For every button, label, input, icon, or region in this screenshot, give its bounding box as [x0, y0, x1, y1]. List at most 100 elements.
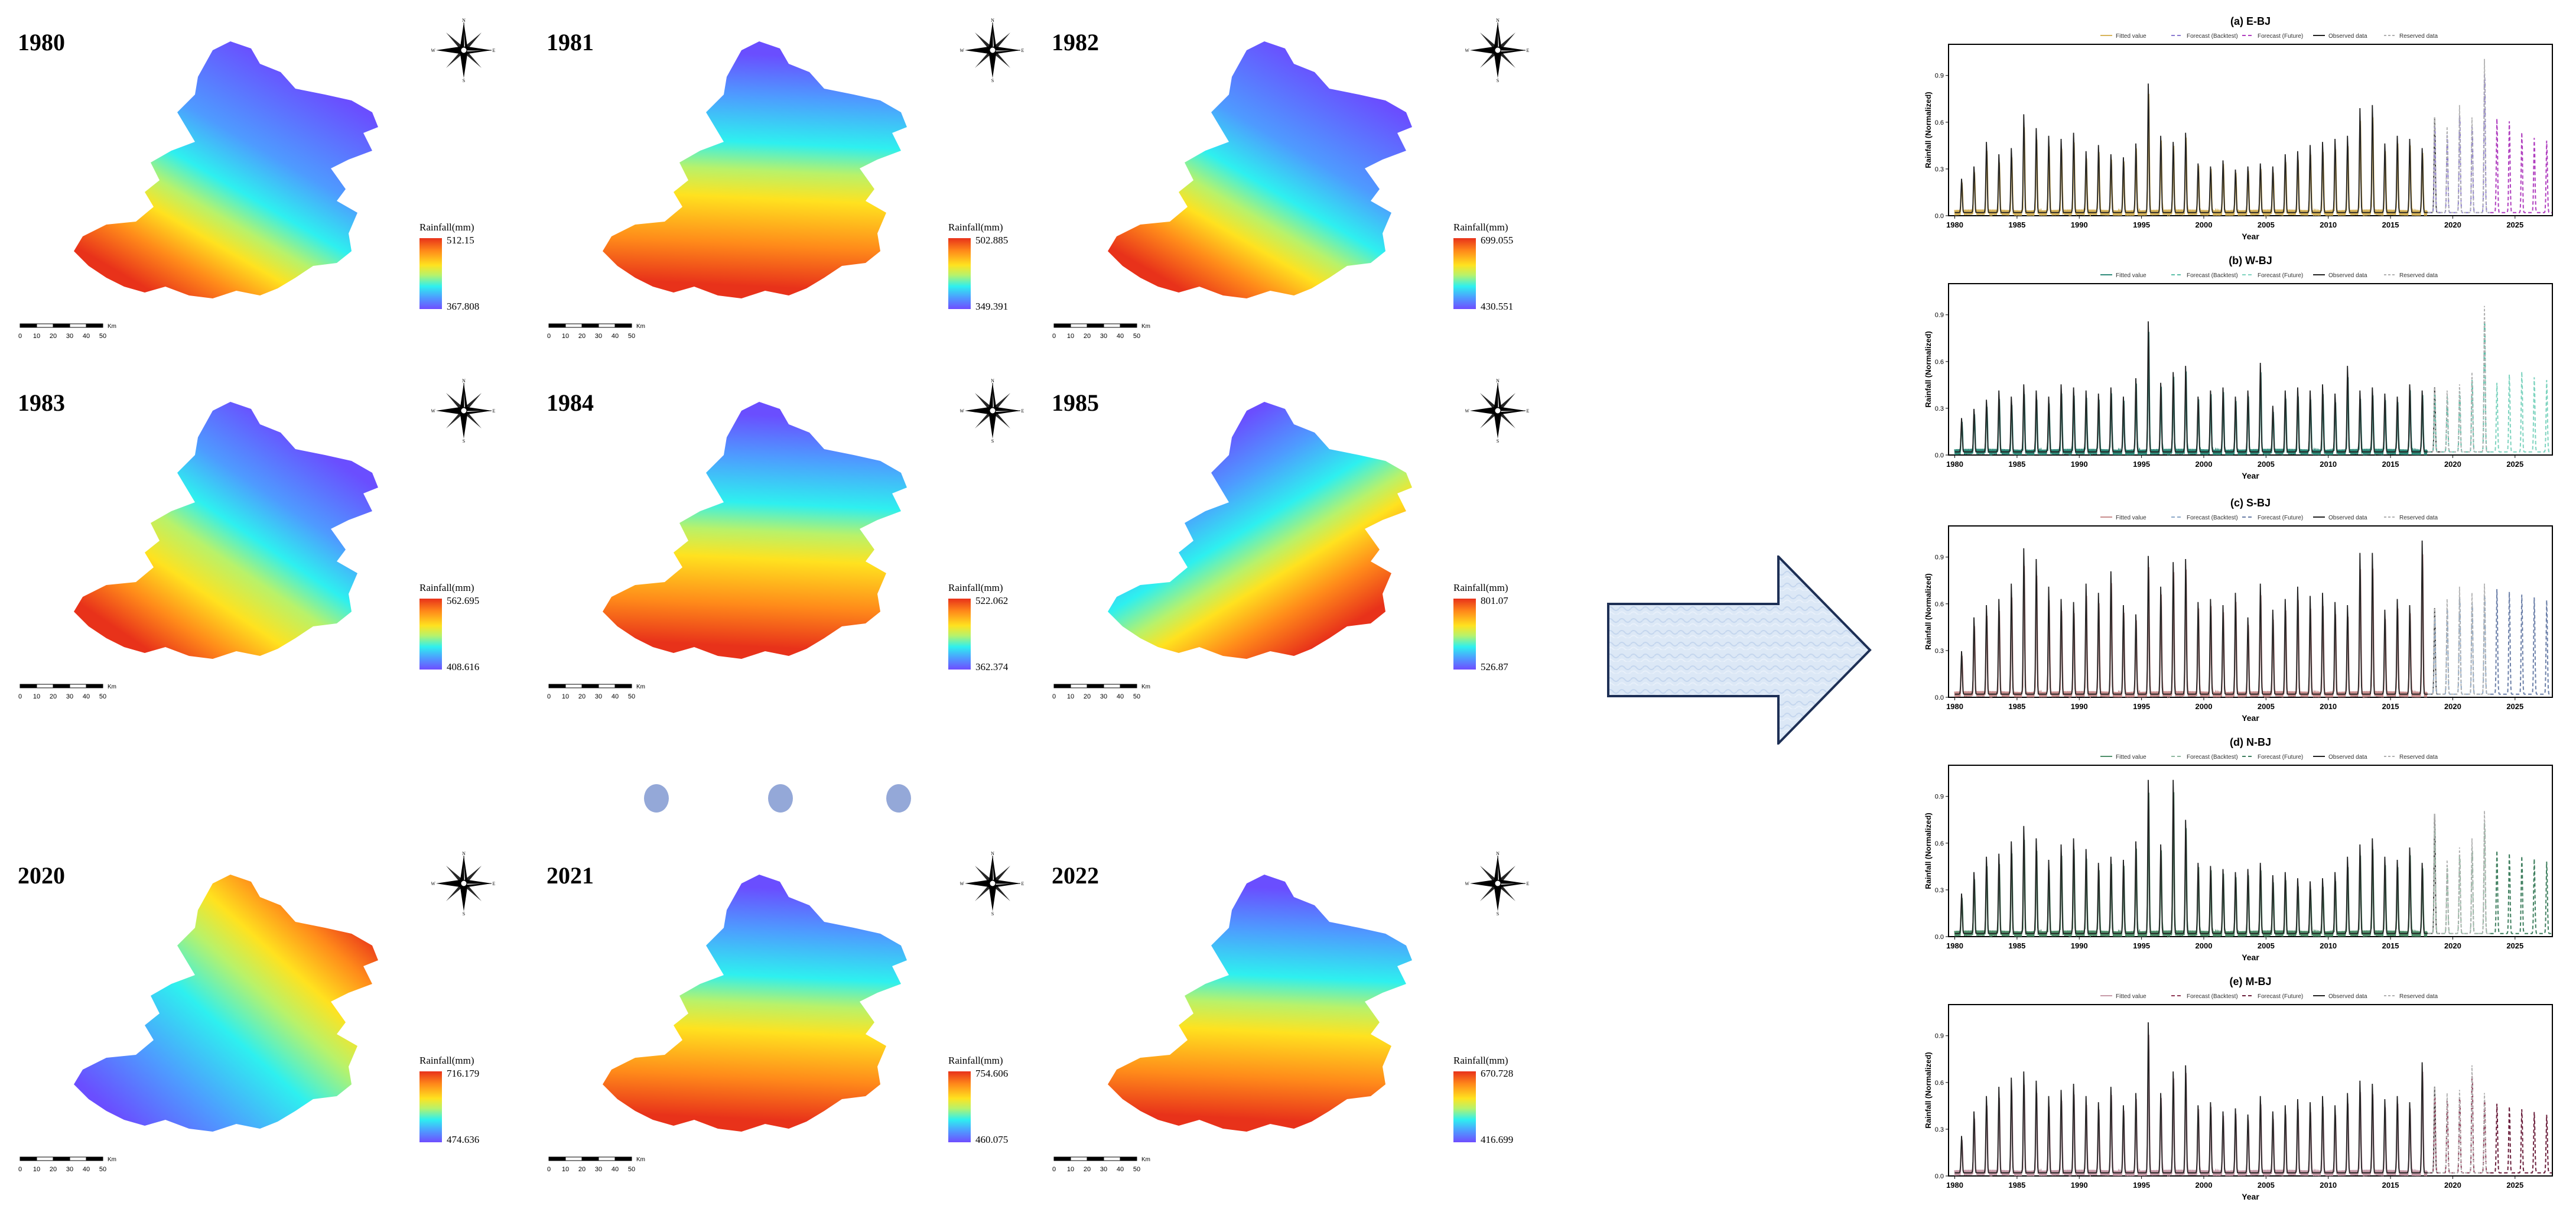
series-observed-data — [1954, 540, 2440, 695]
y-tick-label: 0.6 — [1935, 601, 1944, 608]
legend-min-value: 474.636 — [447, 1134, 480, 1145]
series-fitted-value — [1954, 792, 2428, 938]
series-observed-data — [1954, 321, 2440, 453]
scale-unit: Km — [636, 323, 645, 330]
legend-max-value: 699.055 — [1481, 235, 1514, 246]
scale-tick-label: 0 — [547, 693, 551, 700]
legend-item-label: Reserved data — [2399, 754, 2438, 761]
legend-item-label: Fitted value — [2116, 33, 2146, 40]
scale-tick-label: 10 — [562, 693, 569, 700]
map-panel-2021: 2021 N S W E Rainfall(mm) 754.606 460.075 0 10 20 3… — [547, 851, 1049, 1182]
series-forecast-future — [2490, 118, 2552, 213]
colorbar-legend: Rainfall(mm) 562.695 408.616 — [419, 582, 490, 677]
scale-tick-label: 50 — [628, 333, 635, 340]
scale-tick-label: 10 — [562, 1166, 569, 1173]
scale-tick-label: 40 — [612, 333, 619, 340]
x-tick-label: 2015 — [2382, 220, 2399, 229]
scale-tick-label: 10 — [33, 693, 40, 700]
compass-letter: W — [960, 881, 964, 886]
y-tick-label: 0.0 — [1935, 934, 1944, 941]
compass-letter: S — [991, 78, 994, 83]
y-axis-label: Rainfall (Normalized) — [1924, 813, 1933, 889]
map-svg — [74, 41, 378, 298]
series-forecast-future — [2490, 589, 2552, 695]
series-reserved-data — [2428, 59, 2490, 213]
legend-colorbar — [1453, 599, 1476, 670]
y-tick-label: 0.0 — [1935, 1173, 1944, 1180]
legend-item-label: Observed data — [2328, 33, 2367, 40]
x-tick-label: 2005 — [2258, 460, 2275, 469]
compass-rose-icon: N S W E — [431, 851, 496, 916]
chart-m-bj: (e) M-BJ Fitted value Forecast (Backtest) F… — [1920, 972, 2558, 1205]
compass-letter: S — [1497, 78, 1499, 83]
year-label: 1984 — [547, 389, 594, 416]
compass-letter: S — [463, 438, 465, 443]
scale-unit: Km — [108, 1156, 116, 1163]
x-tick-label: 2010 — [2320, 460, 2337, 469]
compass-letter: S — [463, 78, 465, 83]
x-tick-label: 2020 — [2444, 460, 2461, 469]
legend-colorbar — [419, 599, 442, 670]
compass-letter: E — [1527, 881, 1530, 886]
compass-letter: S — [991, 911, 994, 916]
map-panel-1980: 1980 N S W E Rainfall(mm) 512.15 367.808 0 10 20 30… — [18, 18, 520, 349]
chart-e-bj: (a) E-BJ Fitted value Forecast (Backtest) F… — [1920, 12, 2558, 245]
x-tick-label: 2020 — [2444, 220, 2461, 229]
x-tick-label: 1990 — [2071, 941, 2088, 950]
y-tick-label: 0.6 — [1935, 1080, 1944, 1087]
y-tick-label: 0.0 — [1935, 213, 1944, 220]
scale-unit: Km — [108, 684, 116, 690]
scale-tick-label: 50 — [99, 1166, 106, 1173]
year-label: 2022 — [1052, 862, 1099, 889]
compass-letter: S — [991, 438, 994, 443]
chart-svg: (d) N-BJ Fitted value Forecast (Backtest) F… — [1924, 736, 2553, 962]
scale-unit: Km — [636, 684, 645, 690]
x-tick-label: 1990 — [2071, 460, 2088, 469]
ellipsis-dot — [644, 784, 669, 813]
compass-letter: E — [1022, 408, 1024, 414]
plot-frame — [1948, 283, 2553, 456]
colorbar-legend: Rainfall(mm) 670.728 416.699 — [1453, 1055, 1524, 1149]
y-tick-label: 0.0 — [1935, 694, 1944, 701]
y-axis-label: Rainfall (Normalized) — [1924, 331, 1933, 407]
x-tick-label: 1995 — [2133, 220, 2150, 229]
series-observed-data — [1954, 1022, 2440, 1174]
x-tick-label: 1985 — [2008, 460, 2025, 469]
y-tick-label: 0.3 — [1935, 166, 1944, 173]
scale-tick-label: 30 — [1100, 333, 1107, 340]
compass-rose-icon: N S W E — [1465, 378, 1530, 443]
scale-tick-label: 30 — [595, 693, 602, 700]
legend-min-value: 408.616 — [447, 661, 480, 672]
beijing-region-shape — [603, 402, 907, 659]
legend-title: Rainfall(mm) — [948, 222, 1003, 233]
scale-tick-label: 50 — [628, 693, 635, 700]
legend-title: Rainfall(mm) — [419, 1055, 474, 1066]
scale-tick-label: 10 — [1067, 333, 1074, 340]
chart-w-bj: (b) W-BJ Fitted value Forecast (Backtest) F… — [1920, 251, 2558, 485]
scale-tick-label: 40 — [612, 1166, 619, 1173]
compass-letter: E — [1022, 881, 1024, 886]
compass-letter: S — [1497, 911, 1499, 916]
legend-item-label: Forecast (Backtest) — [2187, 272, 2238, 279]
compass-letter: W — [1465, 408, 1469, 414]
map-panel-1981: 1981 N S W E Rainfall(mm) 502.885 349.391 0 10 20 3… — [547, 18, 1049, 349]
x-axis-label: Year — [2242, 1192, 2259, 1201]
legend-item-label: Observed data — [2328, 754, 2367, 761]
scale-unit: Km — [1141, 1156, 1150, 1163]
scale-tick-label: 10 — [33, 333, 40, 340]
x-tick-label: 1990 — [2071, 702, 2088, 711]
y-tick-label: 0.3 — [1935, 1126, 1944, 1133]
legend-item-label: Forecast (Future) — [2258, 993, 2303, 1000]
y-tick-label: 0.6 — [1935, 119, 1944, 126]
scale-tick-label: 50 — [99, 693, 106, 700]
x-axis-label: Year — [2242, 713, 2259, 723]
x-tick-label: 1980 — [1946, 460, 1963, 469]
map-svg — [1108, 41, 1412, 298]
x-tick-label: 2010 — [2320, 220, 2337, 229]
scale-tick-label: 50 — [1133, 693, 1140, 700]
beijing-region-shape — [74, 875, 378, 1132]
legend-item-label: Forecast (Backtest) — [2187, 33, 2238, 40]
map-svg — [1108, 875, 1412, 1132]
